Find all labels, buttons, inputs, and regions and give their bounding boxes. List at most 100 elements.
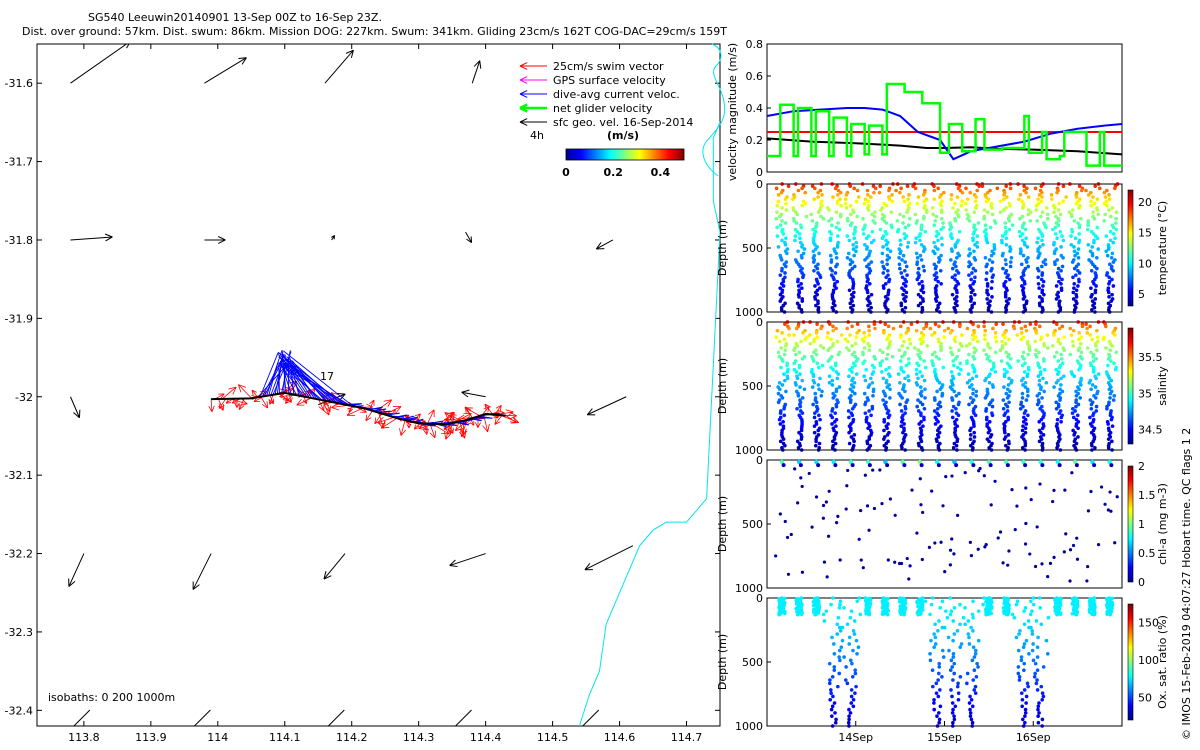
section-point: [1016, 665, 1021, 669]
section-y-tick-label: 1000: [735, 444, 763, 457]
section-point: [1110, 292, 1114, 297]
section-point: [832, 277, 836, 282]
section-point: [1074, 400, 1078, 405]
section-point: [863, 411, 868, 415]
section-point: [917, 459, 923, 465]
section-point: [1057, 411, 1062, 415]
section-point: [973, 258, 978, 262]
section-point: [1064, 532, 1068, 536]
section-point: [851, 629, 856, 633]
section-point: [1088, 398, 1093, 402]
section-point: [1109, 255, 1114, 260]
section-point: [862, 346, 867, 350]
section-point: [949, 688, 953, 692]
section-point: [921, 193, 926, 197]
section-point: [812, 424, 817, 428]
section-point: [974, 389, 979, 394]
section-point: [967, 273, 971, 277]
swim-vector-head: [366, 403, 373, 408]
section-point: [1071, 415, 1076, 420]
section-point: [990, 206, 994, 210]
section-point: [1062, 550, 1066, 554]
section-point: [1064, 195, 1068, 199]
section-point: [1054, 284, 1059, 288]
section-point: [883, 459, 888, 465]
section-point: [921, 290, 926, 295]
section-point: [971, 645, 976, 650]
section-point: [877, 190, 882, 195]
section-point: [971, 678, 976, 682]
section-point: [797, 232, 802, 236]
isobath-mark: [327, 709, 345, 726]
section-point: [1005, 409, 1010, 413]
section-point: [785, 376, 790, 381]
section-point: [933, 266, 938, 271]
section-point: [1035, 645, 1040, 650]
section-point: [955, 629, 960, 633]
section-point: [1074, 393, 1079, 398]
section-point: [1051, 344, 1055, 348]
swim-vector-head: [232, 386, 237, 395]
section-point: [802, 247, 807, 251]
section-point: [800, 310, 804, 314]
section-point: [786, 572, 791, 576]
section-point: [939, 216, 944, 221]
velocity-y-tick-label: 0.2: [746, 134, 764, 147]
section-point: [1053, 232, 1058, 236]
swim-vector: [210, 399, 213, 412]
swim-vector-head: [484, 403, 491, 408]
section-point: [813, 411, 817, 415]
swim-vector-head: [238, 384, 247, 388]
section-point: [1019, 655, 1024, 659]
section-point: [1071, 290, 1076, 295]
section-colorbar-label: temperature (°C): [1156, 201, 1169, 295]
swim-vector-head: [444, 412, 453, 415]
section-point: [987, 446, 991, 450]
section-point: [1092, 216, 1097, 221]
section-axes-box: [766, 321, 1123, 451]
section-point: [985, 284, 990, 288]
section-point: [1035, 219, 1039, 223]
section-point: [873, 326, 877, 331]
section-point: [963, 471, 967, 475]
section-point: [819, 326, 823, 331]
section-point: [1090, 459, 1095, 465]
section-point: [776, 400, 781, 405]
section-point: [814, 400, 819, 405]
section-point: [1003, 459, 1009, 465]
section-point: [1093, 385, 1098, 389]
swim-vector-head: [346, 408, 353, 416]
section-point: [1023, 448, 1027, 452]
swim-vector-head: [226, 402, 232, 404]
section-point: [922, 216, 926, 221]
section-point: [921, 299, 925, 303]
swim-vector: [390, 408, 396, 417]
section-point: [905, 273, 909, 277]
section-point: [781, 463, 786, 468]
swim-vector: [346, 407, 364, 416]
section-point: [1077, 206, 1081, 210]
section-point: [951, 320, 956, 324]
legend-swatch-head: [519, 76, 528, 81]
section-point: [1054, 214, 1058, 219]
section-point: [1089, 268, 1094, 273]
surface-vector: [465, 231, 472, 243]
section-point: [956, 402, 961, 407]
section-point: [834, 424, 838, 428]
section-point: [1040, 299, 1045, 303]
section-point: [846, 251, 851, 256]
section-point: [919, 288, 923, 293]
swim-vector-head: [445, 433, 452, 440]
section-point: [810, 385, 815, 389]
section-point: [1114, 210, 1119, 215]
section-point: [1041, 279, 1046, 284]
section-point: [849, 688, 854, 692]
section-point: [866, 398, 870, 402]
speed-colorbar: [565, 148, 685, 161]
section-point: [1038, 406, 1042, 411]
section-point: [1007, 277, 1012, 282]
surface-vector-head: [104, 233, 113, 238]
surface-vector-head: [123, 41, 131, 42]
section-point: [837, 655, 841, 659]
section-point: [1103, 502, 1107, 506]
